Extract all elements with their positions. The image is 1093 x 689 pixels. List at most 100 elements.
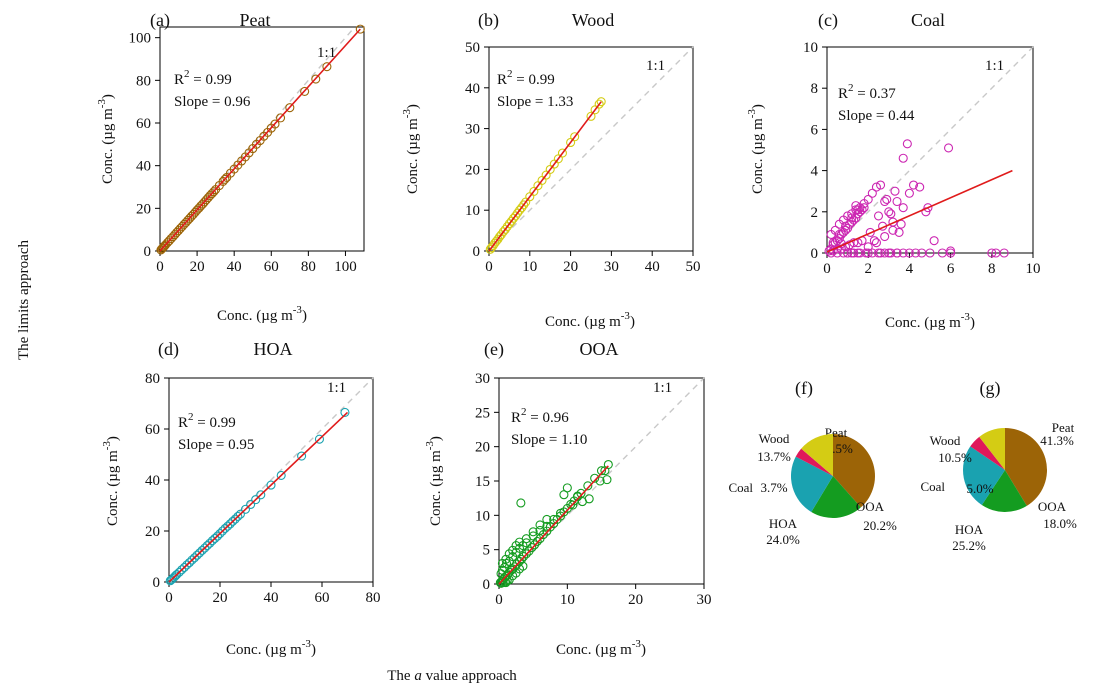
scatter-panel: 0 20 40 60 80 0 20 40 60 80 (d) HOA 1:1 R2 = 0.99 Slop… — [101, 339, 381, 658]
one-to-one-line — [168, 377, 374, 583]
data-point — [228, 516, 238, 526]
slope-annotation: Slope = 0.96 — [174, 94, 251, 110]
data-point — [853, 205, 863, 215]
data-point — [568, 500, 578, 510]
x-tick-label: 0 — [495, 592, 503, 608]
x-tick-label: 10 — [1026, 261, 1041, 277]
data-point — [197, 545, 207, 555]
r2-annotation: R2 = 0.99 — [174, 68, 232, 88]
panel-title: Wood — [572, 10, 615, 30]
data-point — [205, 538, 215, 548]
data-point — [184, 558, 194, 568]
pie-label-pct: 3.7% — [760, 480, 787, 495]
fit-line — [498, 465, 609, 585]
data-point — [340, 407, 350, 417]
data-point — [218, 526, 228, 536]
pie-label-pct: 10.5% — [938, 450, 972, 465]
data-point — [898, 203, 908, 213]
plot-frame — [826, 46, 1034, 254]
data-point — [233, 511, 243, 522]
data-point — [867, 188, 877, 198]
y-tick-label: 20 — [475, 440, 490, 456]
x-tick-label: 60 — [264, 259, 279, 275]
data-point — [863, 194, 873, 204]
data-point — [210, 533, 220, 543]
data-point — [209, 187, 219, 197]
data-point — [583, 481, 593, 491]
figure-ylabel: The limits approach — [16, 240, 32, 360]
data-point — [542, 514, 552, 525]
data-point — [908, 180, 919, 190]
x-tick-label: 10 — [522, 259, 537, 275]
y-tick-label: 30 — [465, 122, 480, 138]
data-point — [240, 504, 251, 514]
x-tick-label: 80 — [366, 590, 381, 606]
x-tick-label: 0 — [165, 590, 173, 606]
y-tick-label: 8 — [811, 81, 819, 97]
r2-annotation: R2 = 0.96 — [511, 406, 569, 426]
data-point — [182, 560, 192, 570]
data-point — [276, 470, 286, 480]
x-tick-label: 20 — [628, 592, 643, 608]
data-point — [586, 111, 596, 121]
data-point — [177, 565, 187, 575]
panel-label: (a) — [150, 10, 170, 31]
x-axis-label: Conc. (µg m-3) — [556, 638, 646, 658]
one-to-one-label: 1:1 — [327, 380, 346, 396]
y-tick-label: 80 — [136, 73, 151, 89]
data-point — [880, 248, 890, 258]
pie-label-name: Wood — [759, 431, 790, 446]
y-tick-label: 30 — [475, 371, 490, 387]
data-point — [220, 174, 230, 184]
pie-label-pct: 25.2% — [952, 538, 986, 553]
data-point — [826, 248, 836, 258]
data-point — [863, 242, 873, 252]
y-tick-label: 0 — [153, 575, 161, 591]
data-point — [256, 490, 266, 500]
data-point — [853, 248, 863, 258]
data-point — [521, 538, 531, 548]
data-point — [207, 536, 217, 546]
y-tick-label: 10 — [475, 508, 490, 524]
one-to-one-line — [488, 46, 694, 252]
one-to-one-label: 1:1 — [646, 58, 665, 74]
data-point — [595, 476, 605, 486]
panel-label: (e) — [484, 339, 504, 360]
r2-annotation: R2 = 0.37 — [838, 82, 896, 102]
data-point — [275, 113, 286, 123]
data-point — [851, 201, 861, 211]
data-point — [557, 148, 567, 158]
x-axis-label: Conc. (µg m-3) — [885, 311, 975, 331]
y-tick-label: 10 — [803, 40, 818, 56]
data-point — [590, 473, 600, 483]
pie-slice-ooa — [981, 470, 1027, 512]
r2-annotation: R2 = 0.99 — [497, 68, 555, 88]
data-point — [857, 205, 867, 215]
slope-annotation: Slope = 1.10 — [511, 432, 587, 448]
data-point — [189, 553, 200, 563]
slope-annotation: Slope = 0.95 — [178, 437, 254, 453]
data-point — [888, 225, 898, 235]
data-point — [519, 200, 529, 210]
data-point — [902, 139, 912, 149]
panel-label: (d) — [158, 339, 179, 360]
y-axis-label: Conc. (µg m-3) — [424, 436, 444, 526]
x-tick-label: 80 — [301, 259, 316, 275]
data-point — [865, 227, 875, 237]
y-tick-label: 40 — [136, 159, 151, 175]
data-point — [886, 209, 896, 219]
x-tick-label: 0 — [156, 259, 164, 275]
data-point — [542, 521, 552, 531]
data-point — [596, 97, 606, 107]
pie-slice-peat — [1005, 428, 1047, 506]
data-point — [187, 555, 197, 565]
y-tick-label: 40 — [145, 473, 160, 489]
one-to-one-label: 1:1 — [317, 45, 336, 61]
data-point — [225, 519, 235, 529]
data-point — [843, 211, 853, 221]
data-point — [832, 248, 842, 258]
data-point — [200, 543, 210, 553]
x-tick-label: 30 — [697, 592, 712, 608]
data-point — [596, 466, 607, 476]
